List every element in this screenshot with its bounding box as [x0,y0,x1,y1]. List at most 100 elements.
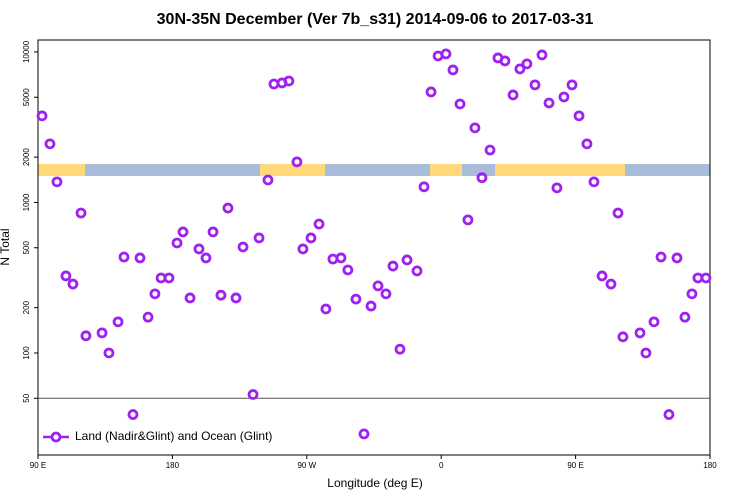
point [372,280,384,292]
point [380,288,392,300]
point [581,138,593,150]
point [96,327,108,339]
x-tick-label: 180 [703,461,717,470]
point [230,292,242,304]
y-tick-label: 100 [22,346,31,360]
point [387,260,399,272]
point [655,251,667,263]
point [425,86,437,98]
point [612,207,624,219]
point [80,330,92,342]
x-tick-label: 90 W [297,461,316,470]
point [127,409,139,420]
point [686,288,698,300]
point [440,48,452,60]
point [401,254,413,266]
y-tick-label: 50 [22,393,31,402]
point [103,347,115,359]
point [237,241,249,253]
point [447,64,459,76]
point [358,428,370,440]
point [521,58,533,70]
point [543,97,555,109]
point [551,182,563,194]
chart-title: 30N-35N December (Ver 7b_s31) 2014-09-06… [157,11,594,28]
point [700,272,712,284]
point [596,270,608,282]
y-tick-label: 200 [22,300,31,314]
point [118,251,130,263]
point [558,91,570,103]
point [536,49,548,61]
point [200,252,212,264]
x-tick-label: 0 [439,461,444,470]
point [171,237,183,249]
point [283,75,295,87]
point [305,232,317,244]
point [291,156,303,168]
point [247,389,259,400]
point [335,252,347,264]
point [469,122,481,134]
point [640,347,652,359]
point [262,174,274,186]
point [529,79,541,91]
point [514,63,526,75]
point [142,311,154,323]
point [365,300,377,312]
point [476,172,488,184]
point [60,270,72,282]
plot-frame [37,39,711,456]
point [663,409,675,420]
point [394,343,406,355]
point [499,55,511,67]
point [320,303,332,315]
point [617,331,629,343]
point [149,288,161,300]
point [313,218,325,230]
point [44,138,56,150]
y-tick-label: 5000 [22,88,31,106]
point [454,98,466,110]
point [177,226,189,238]
point [588,176,600,188]
legend-label: Land (Nadir&Glint) and Ocean (Glint) [75,429,272,443]
point [297,243,309,255]
point [648,316,660,328]
y-tick-label: 500 [22,241,31,255]
point [253,232,265,244]
point [462,214,474,226]
point [134,252,146,264]
point [411,265,423,277]
point [634,327,646,339]
legend-marker [50,431,62,443]
point [679,311,691,323]
point [51,176,63,188]
point [671,252,683,264]
point [605,278,617,290]
point [75,207,87,219]
y-tick-label: 2000 [22,148,31,166]
point [418,181,430,193]
point [342,264,354,276]
point [222,202,234,214]
x-tick-label: 90 E [567,461,583,470]
y-axis-label: N Total [0,228,12,265]
point [566,79,578,91]
point [112,316,124,328]
x-axis-label: Longitude (deg E) [327,476,422,490]
point [67,278,79,290]
y-tick-label: 10000 [22,40,31,63]
point [207,226,219,238]
point [573,110,585,122]
point [215,289,227,301]
x-tick-label: 180 [166,461,180,470]
point [193,243,205,255]
x-tick-label: 90 E [30,461,46,470]
surface-band [38,164,710,176]
point [350,293,362,305]
point [36,110,48,122]
point [184,292,196,304]
point [163,272,175,284]
